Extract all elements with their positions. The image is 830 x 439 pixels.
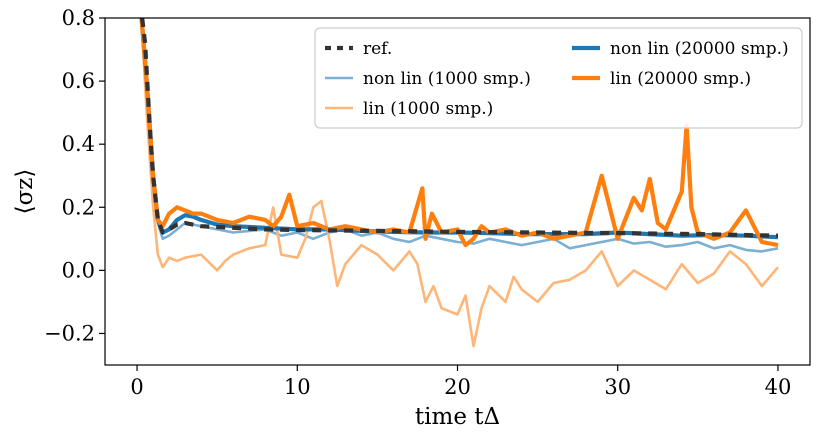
x-tick-label: 40 — [765, 375, 792, 399]
legend-entry-label: lin (1000 smp.) — [363, 99, 493, 119]
series-group — [139, 18, 779, 348]
y-tick-label: −0.2 — [44, 321, 95, 345]
legend-box — [314, 27, 803, 129]
axes-group: 0 10 20 30 40 −0.2 0.0 0.2 0.4 0.6 0.8 — [44, 6, 811, 399]
x-tick-label: 10 — [284, 375, 311, 399]
x-tick-label: 20 — [444, 375, 471, 399]
y-tick-label: 0.2 — [62, 195, 95, 219]
y-tick-label: 0.0 — [62, 258, 95, 282]
series-line-lin-1000-smp — [139, 18, 779, 348]
legend-entry-label: non lin (20000 smp.) — [610, 39, 789, 59]
legend: ref. non lin (1000 smp.) lin (1000 smp.) no… — [314, 27, 803, 129]
y-tick-label: 0.8 — [62, 6, 95, 30]
x-axis-label: time tΔ — [415, 404, 500, 430]
x-tick-label: 0 — [130, 375, 143, 399]
legend-entry-label: non lin (1000 smp.) — [363, 69, 531, 89]
y-tick-label: 0.4 — [62, 132, 95, 156]
y-tick-label: 0.6 — [62, 69, 95, 93]
y-axis-label: ⟨σz⟩ — [12, 169, 38, 215]
legend-entry-label: lin (20000 smp.) — [610, 69, 751, 89]
x-tick-label: 30 — [604, 375, 631, 399]
legend-entry-label: ref. — [363, 39, 392, 59]
series-line-ref — [140, 18, 779, 238]
